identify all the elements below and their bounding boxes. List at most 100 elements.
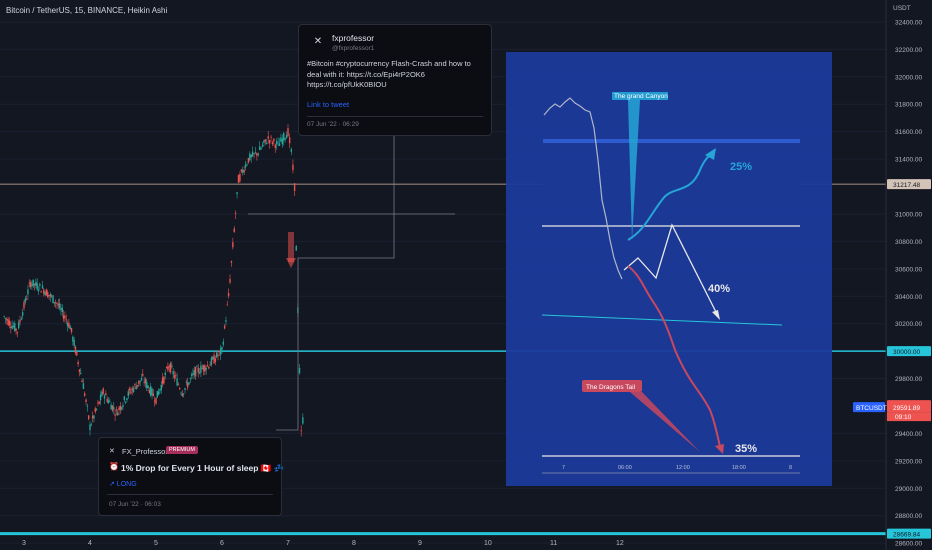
price-label-text: 29591.89	[893, 405, 920, 412]
candle-body	[144, 379, 147, 384]
candle-body	[56, 302, 58, 304]
inset-x-tick: 12:00	[676, 465, 690, 471]
candle-body	[45, 289, 48, 296]
candle-body	[98, 401, 100, 404]
candle-body	[23, 302, 25, 309]
x-tick-label: 7	[286, 540, 290, 547]
candle-body	[35, 281, 37, 286]
candle-body	[3, 316, 5, 318]
tweet-author-handle: @fxprofessor1	[332, 45, 375, 52]
time-axis: 3 4 5 6 7 8 9 10 11 12	[22, 540, 624, 547]
candle-body	[128, 388, 131, 391]
candle-body	[189, 378, 192, 380]
candle-body	[140, 377, 143, 381]
tweet-author-name: fxprofessor	[332, 33, 375, 43]
candle-body	[111, 405, 114, 411]
candle-body	[84, 393, 86, 396]
candles	[3, 124, 304, 437]
candle-body	[119, 405, 122, 411]
idea-card[interactable]: ✕ FX_Professor PREMIUM ⏰ 1% Drop for Eve…	[98, 437, 285, 516]
candle-body	[39, 283, 41, 286]
candle-body	[283, 133, 285, 141]
candle-body	[105, 393, 107, 396]
candle-body	[232, 242, 234, 248]
arrow-35pct-head	[715, 444, 724, 454]
candle-body	[8, 320, 11, 326]
tweet-text: #Bitcoin #cryptocurrency Flash-Crash and…	[307, 59, 471, 89]
candle-body	[40, 291, 42, 293]
candle-body	[280, 137, 282, 142]
candle-body	[201, 367, 203, 369]
candle-body	[221, 346, 223, 350]
candle-body	[167, 366, 169, 371]
candle-body	[173, 375, 176, 378]
candle-body	[226, 304, 228, 306]
chart-icon: ✕	[313, 36, 323, 47]
candle-body	[99, 395, 102, 401]
candle-body	[136, 385, 139, 387]
candle-body	[218, 351, 221, 353]
candle-body	[281, 138, 284, 145]
candle-body	[77, 361, 79, 365]
candle-body	[66, 323, 69, 327]
candle-body	[31, 284, 33, 286]
y-tick-label: 31600.00	[895, 129, 922, 136]
candle-body	[206, 365, 209, 366]
candle-body	[32, 279, 34, 287]
y-tick-label: 30400.00	[895, 294, 922, 301]
inset-resistance-band	[543, 139, 800, 143]
candle-body	[270, 136, 272, 138]
candle-body	[7, 319, 9, 326]
candle-body	[268, 140, 271, 144]
candle-body	[242, 169, 244, 173]
candle-body	[213, 354, 215, 364]
candle-body	[16, 331, 19, 333]
candle-body	[246, 164, 248, 166]
candle-body	[159, 389, 161, 392]
candle-body	[91, 415, 94, 419]
pct-40-label: 40%	[708, 283, 730, 295]
candle-body	[126, 398, 128, 401]
drop-arrow-head	[286, 258, 296, 268]
candle-body	[106, 398, 108, 402]
tweet-card[interactable]: ✕ fxprofessor @fxprofessor1 #Bitcoin #cr…	[298, 24, 492, 136]
candle-body	[95, 408, 98, 410]
candle-body	[250, 154, 252, 158]
candle-body	[12, 325, 15, 328]
idea-author[interactable]: FX_Professor	[122, 447, 168, 456]
tweet-link[interactable]: Link to tweet	[307, 100, 350, 109]
candle-body	[180, 392, 182, 394]
candle-body	[68, 322, 70, 328]
candle-body	[254, 152, 257, 153]
candle-body	[204, 365, 206, 372]
idea-title[interactable]: 1% Drop for Every 1 Hour of sleep 🇨🇦 💤	[121, 463, 285, 473]
candle-body	[288, 137, 291, 144]
candle-body	[214, 358, 217, 362]
candle-body	[115, 409, 118, 411]
inset-x-tick: 06:00	[618, 465, 632, 471]
author-icon: ✕	[109, 448, 115, 455]
candle-body	[113, 407, 115, 410]
candle-body	[285, 135, 288, 139]
candle-body	[234, 213, 237, 214]
candle-body	[196, 366, 198, 368]
candle-body	[87, 415, 90, 420]
candle-body	[72, 336, 74, 342]
candle-body	[188, 382, 190, 385]
candle-body	[109, 401, 111, 402]
candle-body	[147, 385, 149, 389]
candle-body	[123, 396, 126, 401]
label-dragons-tail: The Dragons Tail	[586, 384, 636, 391]
candle-body	[298, 368, 301, 374]
candle-body	[290, 148, 292, 152]
x-tick-label: 12	[616, 540, 624, 547]
candle-body	[93, 415, 95, 419]
candle-body	[230, 260, 233, 263]
currency-label: USDT	[893, 5, 911, 12]
candle-body	[57, 303, 60, 306]
candle-body	[197, 367, 199, 373]
arrow-25pct-head	[705, 148, 716, 160]
candle-body	[101, 392, 103, 397]
candle-body	[14, 323, 16, 331]
